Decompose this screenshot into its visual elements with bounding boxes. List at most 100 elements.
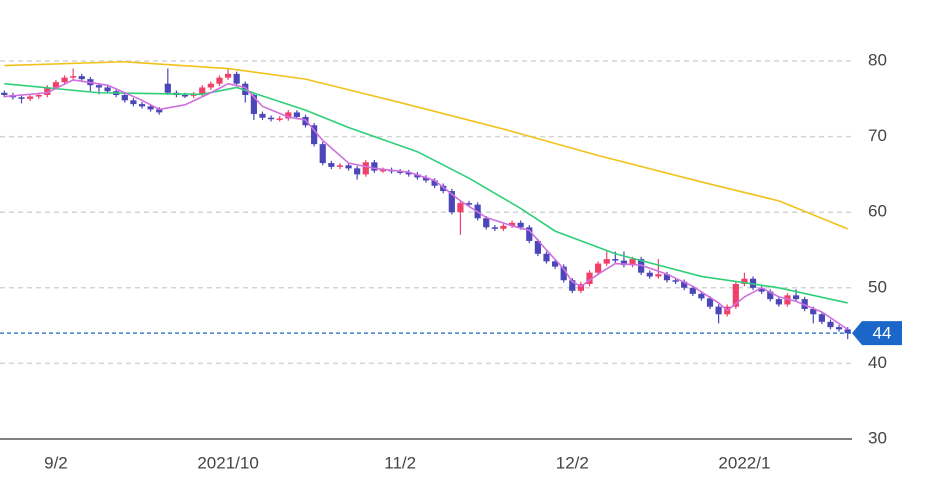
candle-body [827,321,834,328]
candle-body [52,82,60,88]
candle-body [18,97,25,99]
candle-body [397,171,404,173]
candle-body [741,278,748,285]
candle-body [732,284,739,307]
current-price-label: 44 [873,324,892,343]
x-tick-label: 9/2 [44,453,68,472]
candle-body [646,272,653,277]
candle-body [130,100,137,105]
y-tick-label: 70 [868,126,887,145]
candle-body [138,104,146,107]
candle-body [362,162,369,175]
candle-body [156,109,163,113]
candle-body [526,227,533,241]
candle-body [1,92,8,96]
candle-body [267,117,275,120]
candle-body [207,83,214,88]
candle-body [95,85,103,88]
candle-body [586,272,593,285]
candle-body [259,113,266,118]
y-tick-label: 50 [868,277,887,296]
candle-body [319,144,326,164]
candle-body [500,225,507,229]
candle-body [457,203,464,213]
candle-body [147,106,154,110]
candle-body [405,172,412,175]
candle-body [233,73,240,84]
candle-body [655,274,662,277]
candle-body [431,180,438,186]
y-tick-label: 60 [868,202,887,221]
candle-body [810,308,817,315]
candle-body [681,281,688,288]
candle-body [620,260,628,266]
candle-body [491,227,498,229]
candle-body [311,125,318,145]
candle-body [551,261,559,267]
x-tick-label: 2022/1 [718,453,770,472]
candle-body [775,299,782,305]
candle-body [767,291,774,300]
candle-body [698,293,705,299]
moving-average-line [4,60,848,230]
candle-body [345,165,352,169]
candle-body [818,314,825,322]
y-tick-label: 80 [868,50,887,69]
candle-body [35,95,42,97]
candle-body [44,87,51,96]
candle-body [715,306,722,315]
candle-body [465,203,473,205]
current-price-tag [852,321,902,346]
x-tick-label: 12/2 [556,453,589,472]
candle-body [70,76,77,78]
candle-body [508,222,516,226]
candle-body [569,280,576,291]
candle-body [422,177,430,181]
candle-body [336,165,344,167]
candle-body [560,266,567,281]
candle-body [242,83,249,96]
candle-body [595,263,602,273]
candle-body [440,185,447,192]
candle-body [216,77,223,84]
candle-body [414,174,421,178]
candle-body [706,298,714,307]
candle-body [792,295,800,300]
candle-body [448,191,455,213]
candle-body [371,162,378,171]
candle-body [190,94,197,96]
candle-body [672,280,679,282]
candle-body [517,222,524,228]
candle-body [844,329,851,334]
moving-average-line [4,79,849,331]
candle-body [629,259,636,266]
candle-body [78,76,85,80]
candle-body [577,284,585,291]
candle-body [543,253,550,262]
y-tick-label: 40 [868,353,887,372]
candle-body [199,87,206,95]
candle-body [250,95,257,114]
candle-body [293,112,301,117]
x-tick-label: 2021/10 [197,453,258,472]
candle-body [379,169,387,172]
candle-body [276,118,283,120]
candle-body [328,163,335,167]
candle-body [758,287,765,292]
x-tick-label: 11/2 [384,453,416,472]
candle-body [121,95,128,101]
candle-body [285,112,292,119]
candle-body [534,240,541,254]
candle-body [164,83,171,93]
candle-body [689,287,696,294]
candle-body [61,77,68,83]
candle-body [181,95,189,97]
candle-body [27,96,34,99]
candle-body [835,327,843,330]
candle-body [603,259,610,264]
y-tick-label: 30 [868,428,887,447]
candle-body [801,299,808,309]
candle-body [483,218,490,228]
candle-body [612,259,619,261]
